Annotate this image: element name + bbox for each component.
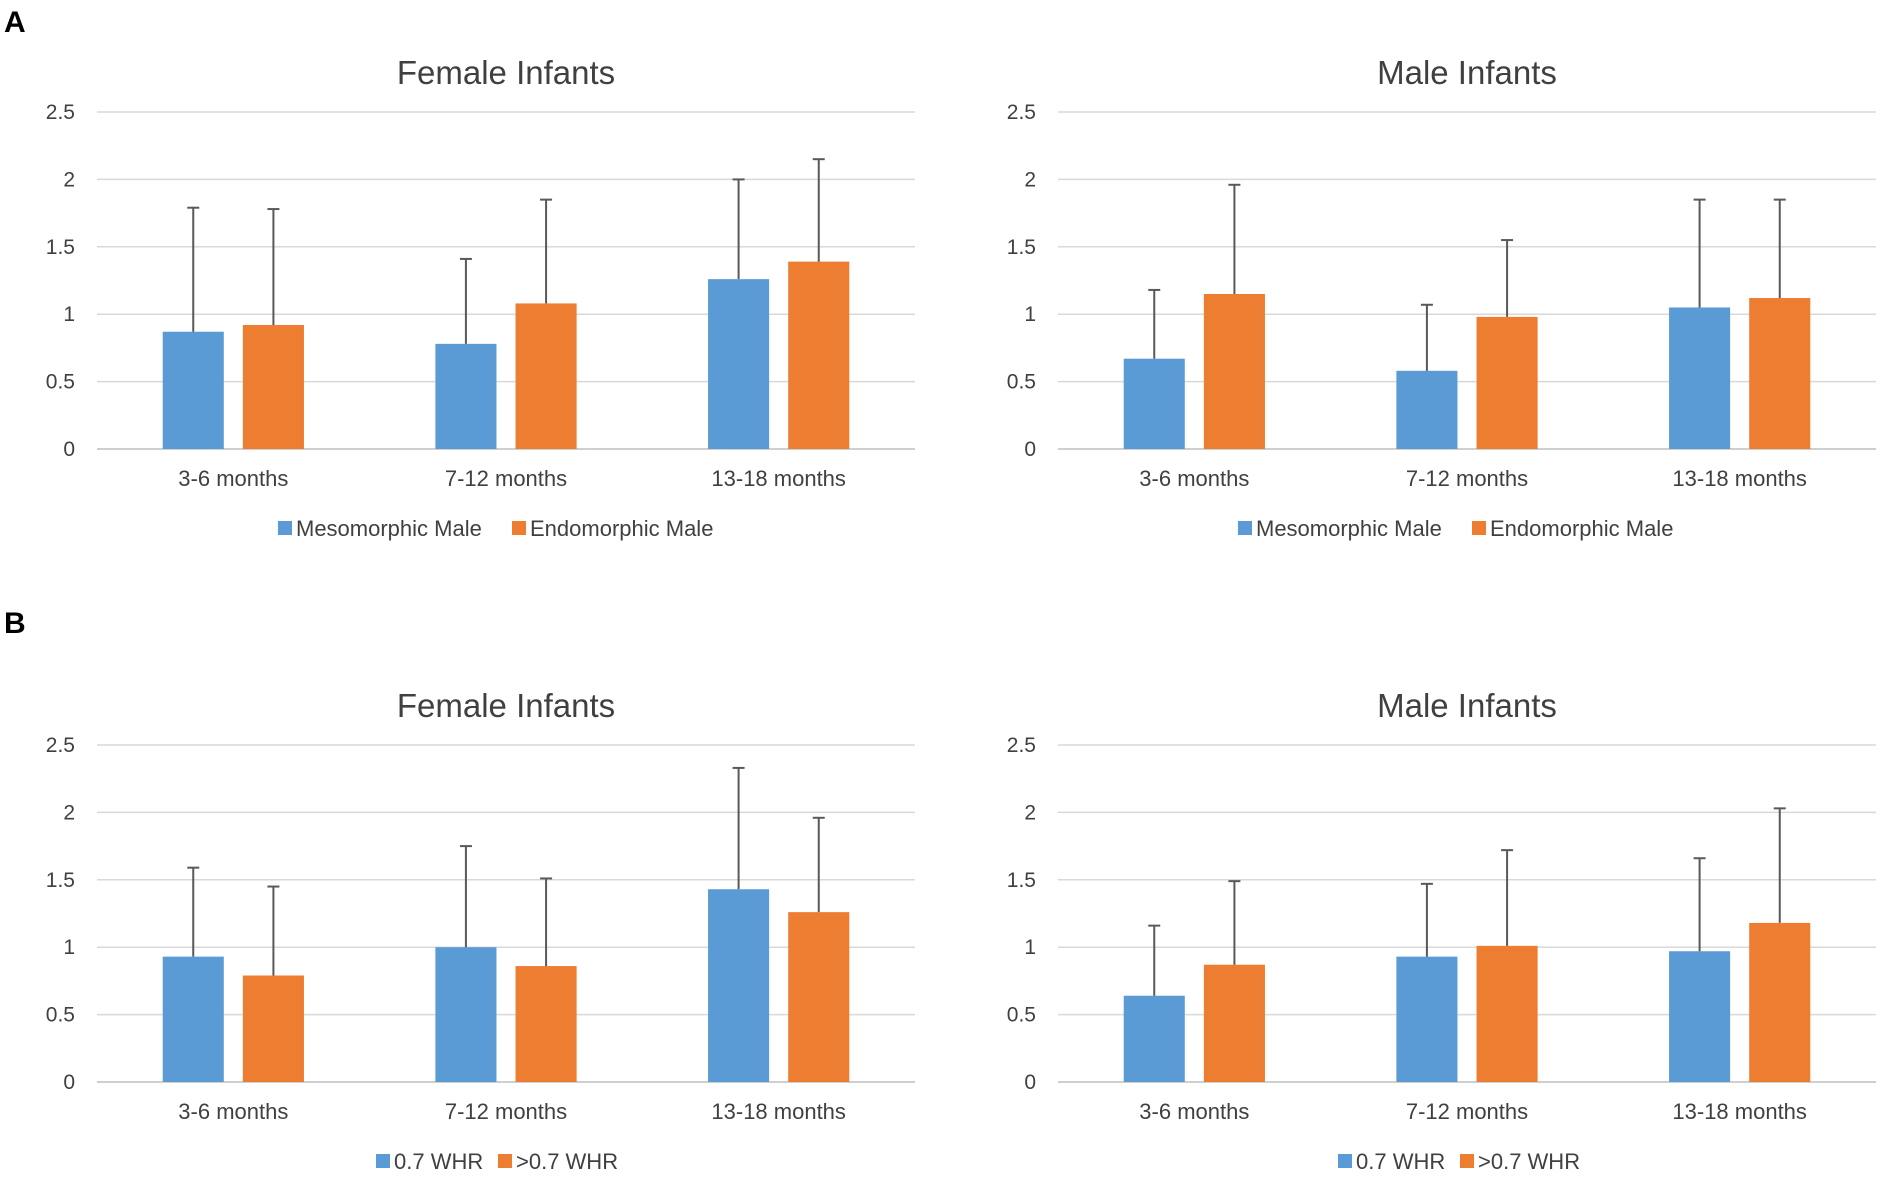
bar-endomorphic-male-1 bbox=[242, 324, 304, 449]
bar-0-7-whr-2 bbox=[1396, 956, 1458, 1082]
y-tick-label: 1 bbox=[63, 303, 75, 326]
category-label: 3-6 months bbox=[1139, 1099, 1249, 1124]
bar-mesomorphic-male-2 bbox=[435, 343, 497, 449]
y-tick-label: 0 bbox=[63, 438, 75, 461]
bar-endomorphic-male-3 bbox=[788, 261, 850, 449]
legend-label: Mesomorphic Male bbox=[296, 516, 482, 541]
y-tick-label: 0 bbox=[63, 1071, 75, 1094]
legend-swatch bbox=[376, 1154, 390, 1168]
y-tick-label: 1.5 bbox=[1007, 236, 1036, 259]
chart-title: Male Infants bbox=[1377, 54, 1557, 91]
y-tick-label: 2 bbox=[63, 801, 75, 824]
panel-letter-a: A bbox=[4, 6, 26, 39]
y-tick-label: 2.5 bbox=[46, 101, 75, 124]
bar--0-7-whr-3 bbox=[1749, 922, 1811, 1082]
y-tick-label: 0.5 bbox=[46, 1004, 75, 1027]
y-tick-label: 2.5 bbox=[1007, 101, 1036, 124]
bar-mesomorphic-male-1 bbox=[1123, 358, 1185, 449]
bar-0-7-whr-3 bbox=[1669, 951, 1731, 1082]
y-tick-label: 0 bbox=[1024, 438, 1036, 461]
category-label: 13-18 months bbox=[1672, 466, 1807, 491]
bar-endomorphic-male-3 bbox=[1749, 298, 1811, 449]
category-label: 3-6 months bbox=[178, 466, 288, 491]
chart-title: Female Infants bbox=[397, 687, 615, 724]
chart-title: Female Infants bbox=[397, 54, 615, 91]
bar-mesomorphic-male-3 bbox=[708, 279, 770, 449]
y-tick-label: 2 bbox=[63, 168, 75, 191]
y-tick-label: 0.5 bbox=[46, 371, 75, 394]
category-label: 3-6 months bbox=[178, 1099, 288, 1124]
legend-swatch bbox=[278, 521, 292, 535]
category-label: 13-18 months bbox=[711, 466, 846, 491]
bar-0-7-whr-1 bbox=[1123, 995, 1185, 1082]
bar-mesomorphic-male-3 bbox=[1669, 307, 1731, 449]
y-tick-label: 1.5 bbox=[46, 869, 75, 892]
y-tick-label: 1.5 bbox=[46, 236, 75, 259]
category-label: 7-12 months bbox=[445, 1099, 567, 1124]
legend-label: >0.7 WHR bbox=[1478, 1149, 1580, 1174]
category-label: 13-18 months bbox=[1672, 1099, 1807, 1124]
y-tick-label: 1 bbox=[1024, 303, 1036, 326]
legend-swatch bbox=[1472, 521, 1486, 535]
legend-label: 0.7 WHR bbox=[1356, 1149, 1445, 1174]
y-tick-label: 2.5 bbox=[46, 734, 75, 757]
bar-0-7-whr-1 bbox=[162, 956, 224, 1082]
bar--0-7-whr-1 bbox=[242, 975, 304, 1082]
y-tick-label: 0.5 bbox=[1007, 371, 1036, 394]
legend-swatch bbox=[1338, 1154, 1352, 1168]
panel-letter-b: B bbox=[4, 607, 26, 640]
chart-2: Male Infants 0 0.5 1 1.5 2 2.5 3-6 months 7-12 m… bbox=[1007, 54, 1876, 541]
legend-label: Mesomorphic Male bbox=[1256, 516, 1442, 541]
y-tick-label: 1 bbox=[63, 936, 75, 959]
chart-4: Male Infants 0 0.5 1 1.5 2 2.5 3-6 months 7-12 m… bbox=[1007, 687, 1876, 1174]
legend-label: >0.7 WHR bbox=[516, 1149, 618, 1174]
bar-0-7-whr-2 bbox=[435, 947, 497, 1082]
y-tick-label: 1 bbox=[1024, 936, 1036, 959]
chart-1: Female Infants 0 0.5 1 1.5 2 2.5 3-6 months 7-12… bbox=[46, 54, 915, 541]
y-tick-label: 2 bbox=[1024, 801, 1036, 824]
bar-mesomorphic-male-2 bbox=[1396, 370, 1458, 449]
legend-swatch bbox=[1460, 1154, 1474, 1168]
category-label: 3-6 months bbox=[1139, 466, 1249, 491]
legend-label: Endomorphic Male bbox=[530, 516, 713, 541]
legend-swatch bbox=[1238, 521, 1252, 535]
y-tick-label: 2 bbox=[1024, 168, 1036, 191]
bar--0-7-whr-1 bbox=[1203, 964, 1265, 1082]
chart-title: Male Infants bbox=[1377, 687, 1557, 724]
y-tick-label: 2.5 bbox=[1007, 734, 1036, 757]
category-label: 7-12 months bbox=[445, 466, 567, 491]
bar-mesomorphic-male-1 bbox=[162, 331, 224, 449]
bar-endomorphic-male-2 bbox=[1476, 316, 1538, 449]
bar-endomorphic-male-1 bbox=[1203, 293, 1265, 449]
category-label: 13-18 months bbox=[711, 1099, 846, 1124]
category-label: 7-12 months bbox=[1406, 466, 1528, 491]
category-label: 7-12 months bbox=[1406, 1099, 1528, 1124]
bar--0-7-whr-2 bbox=[515, 966, 577, 1082]
charts-container: Female Infants 0 0.5 1 1.5 2 2.5 3-6 months 7-12… bbox=[46, 54, 1876, 1174]
chart-3: Female Infants 0 0.5 1 1.5 2 2.5 3-6 months 7-12… bbox=[46, 687, 915, 1174]
legend-label: Endomorphic Male bbox=[1490, 516, 1673, 541]
bar--0-7-whr-2 bbox=[1476, 945, 1538, 1082]
y-tick-label: 1.5 bbox=[1007, 869, 1036, 892]
y-tick-label: 0 bbox=[1024, 1071, 1036, 1094]
legend-swatch bbox=[498, 1154, 512, 1168]
y-tick-label: 0.5 bbox=[1007, 1004, 1036, 1027]
bar-0-7-whr-3 bbox=[708, 889, 770, 1082]
legend-swatch bbox=[512, 521, 526, 535]
legend-label: 0.7 WHR bbox=[394, 1149, 483, 1174]
bar--0-7-whr-3 bbox=[788, 912, 850, 1082]
bar-endomorphic-male-2 bbox=[515, 303, 577, 449]
